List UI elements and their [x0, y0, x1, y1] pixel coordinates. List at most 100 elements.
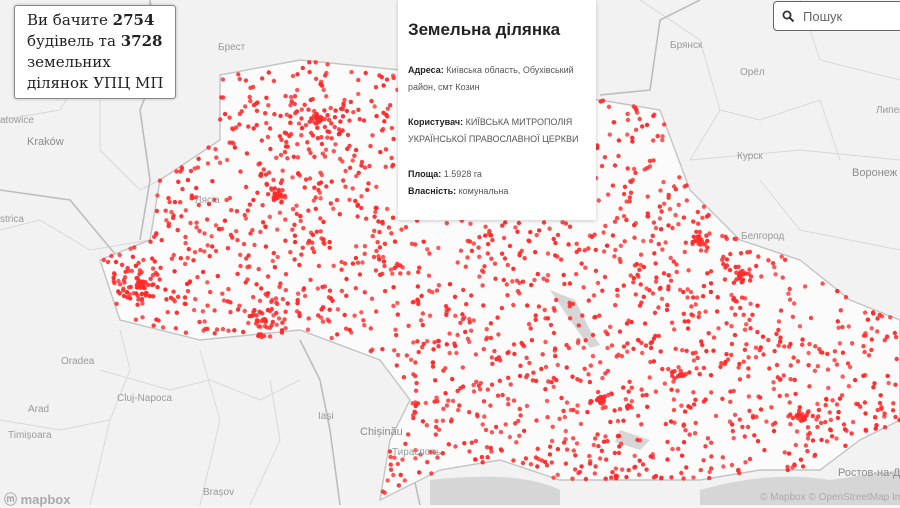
- property-dot[interactable]: [617, 406, 623, 412]
- property-dot[interactable]: [507, 243, 513, 249]
- property-dot[interactable]: [272, 112, 277, 117]
- property-dot[interactable]: [382, 241, 388, 246]
- property-dot[interactable]: [731, 436, 736, 441]
- property-dot[interactable]: [846, 384, 852, 389]
- property-dot[interactable]: [728, 399, 733, 404]
- property-dot[interactable]: [620, 467, 625, 472]
- property-dot[interactable]: [634, 262, 639, 267]
- property-dot[interactable]: [263, 319, 268, 324]
- property-dot[interactable]: [122, 275, 128, 280]
- property-dot[interactable]: [317, 190, 322, 195]
- property-dot[interactable]: [596, 443, 601, 449]
- property-dot[interactable]: [719, 361, 724, 366]
- property-dot[interactable]: [662, 201, 667, 206]
- property-dot[interactable]: [265, 307, 271, 313]
- property-dot[interactable]: [275, 254, 280, 260]
- property-dot[interactable]: [598, 360, 603, 365]
- property-dot[interactable]: [295, 142, 300, 147]
- property-dot[interactable]: [533, 378, 539, 384]
- property-dot[interactable]: [747, 456, 753, 462]
- property-dot[interactable]: [697, 372, 702, 377]
- property-dot[interactable]: [210, 179, 215, 184]
- property-dot[interactable]: [701, 283, 707, 289]
- property-dot[interactable]: [628, 273, 633, 278]
- property-dot[interactable]: [488, 403, 493, 408]
- property-dot[interactable]: [610, 183, 616, 188]
- property-dot[interactable]: [555, 472, 560, 477]
- property-dot[interactable]: [307, 238, 312, 244]
- property-dot[interactable]: [614, 215, 620, 221]
- property-dot[interactable]: [528, 229, 533, 235]
- property-dot[interactable]: [571, 436, 576, 441]
- property-dot[interactable]: [278, 113, 283, 119]
- property-dot[interactable]: [176, 179, 181, 184]
- property-dot[interactable]: [579, 464, 584, 469]
- property-dot[interactable]: [497, 378, 502, 383]
- property-dot[interactable]: [578, 421, 584, 427]
- property-dot[interactable]: [440, 418, 446, 423]
- property-dot[interactable]: [666, 223, 671, 228]
- property-dot[interactable]: [671, 397, 677, 402]
- property-dot[interactable]: [782, 450, 787, 455]
- property-dot[interactable]: [771, 428, 777, 434]
- property-dot[interactable]: [307, 176, 313, 181]
- property-dot[interactable]: [243, 184, 249, 190]
- property-dot[interactable]: [187, 280, 192, 285]
- property-dot[interactable]: [158, 265, 163, 270]
- property-dot[interactable]: [172, 269, 177, 274]
- property-dot[interactable]: [724, 352, 729, 357]
- property-dot[interactable]: [677, 175, 682, 180]
- property-dot[interactable]: [299, 133, 304, 138]
- property-dot[interactable]: [285, 156, 290, 161]
- property-dot[interactable]: [893, 414, 898, 420]
- property-dot[interactable]: [125, 265, 130, 271]
- property-dot[interactable]: [656, 305, 661, 310]
- property-dot[interactable]: [121, 293, 127, 299]
- property-dot[interactable]: [337, 131, 342, 136]
- property-dot[interactable]: [179, 214, 184, 219]
- property-dot[interactable]: [499, 305, 505, 311]
- property-dot[interactable]: [398, 271, 403, 276]
- property-dot[interactable]: [341, 104, 346, 109]
- property-dot[interactable]: [388, 103, 393, 108]
- property-dot[interactable]: [847, 364, 853, 370]
- search-input[interactable]: [801, 7, 895, 25]
- property-dot[interactable]: [776, 319, 782, 324]
- property-dot[interactable]: [465, 238, 470, 244]
- property-dot[interactable]: [598, 99, 603, 104]
- property-dot[interactable]: [720, 396, 725, 401]
- property-dot[interactable]: [624, 199, 629, 204]
- property-dot[interactable]: [679, 371, 685, 377]
- property-dot[interactable]: [613, 466, 619, 471]
- property-dot[interactable]: [696, 314, 701, 320]
- property-dot[interactable]: [206, 145, 211, 150]
- property-dot[interactable]: [283, 309, 288, 314]
- property-dot[interactable]: [175, 294, 181, 299]
- property-dot[interactable]: [810, 438, 816, 443]
- property-dot[interactable]: [540, 352, 545, 357]
- property-dot[interactable]: [413, 242, 418, 247]
- property-dot[interactable]: [614, 476, 619, 481]
- property-dot[interactable]: [428, 449, 433, 455]
- property-dot[interactable]: [652, 112, 657, 117]
- property-dot[interactable]: [348, 99, 353, 105]
- property-dot[interactable]: [640, 124, 645, 129]
- property-dot[interactable]: [660, 247, 665, 252]
- property-dot[interactable]: [179, 165, 184, 170]
- property-dot[interactable]: [754, 263, 759, 269]
- property-dot[interactable]: [807, 431, 812, 436]
- property-dot[interactable]: [823, 419, 828, 425]
- property-dot[interactable]: [306, 316, 311, 321]
- property-dot[interactable]: [587, 379, 593, 385]
- property-dot[interactable]: [237, 111, 242, 117]
- property-dot[interactable]: [271, 78, 277, 84]
- property-dot[interactable]: [463, 264, 468, 269]
- property-dot[interactable]: [483, 224, 488, 229]
- property-dot[interactable]: [709, 466, 714, 471]
- property-dot[interactable]: [691, 390, 696, 395]
- property-dot[interactable]: [488, 321, 494, 326]
- property-dot[interactable]: [324, 184, 329, 189]
- property-dot[interactable]: [543, 364, 549, 370]
- property-dot[interactable]: [748, 274, 754, 279]
- property-dot[interactable]: [691, 402, 697, 407]
